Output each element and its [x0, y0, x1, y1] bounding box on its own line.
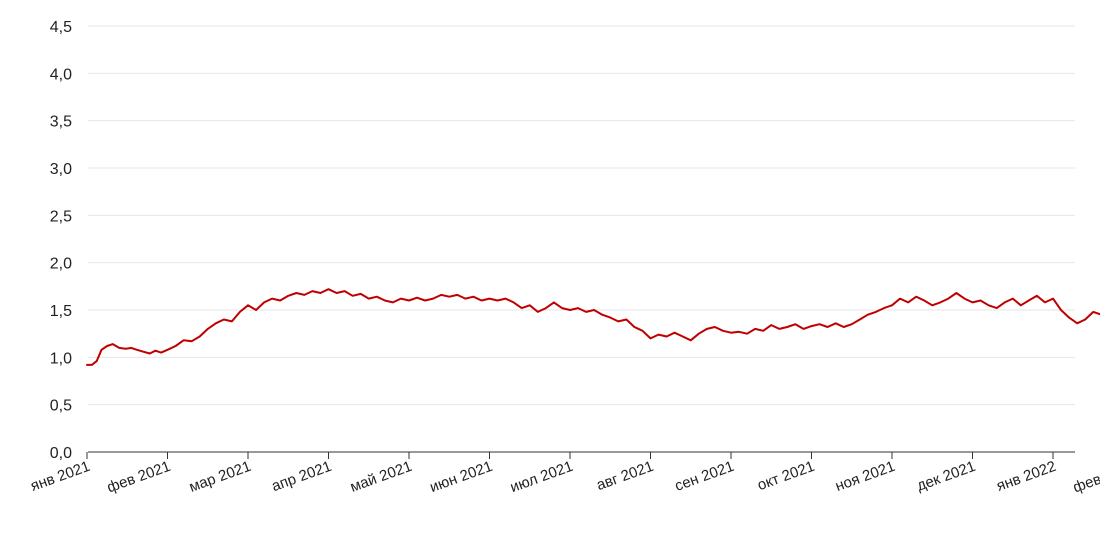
- y-axis-tick-labels: 0,0 0,5 1,0 1,5 2,0 2,5 3,0 3,5 4,0 4,5: [50, 19, 72, 462]
- y-tick-label: 0,0: [50, 445, 72, 462]
- x-tick-label: фев 2021: [105, 458, 173, 497]
- x-tick-label: дек 2021: [915, 458, 978, 495]
- x-tick-label: июл 2021: [508, 458, 575, 496]
- x-tick-label: май 2021: [348, 458, 414, 496]
- y-tick-label: 4,5: [50, 19, 72, 36]
- x-axis-ticks: [86, 452, 1054, 459]
- series-layer: [86, 288, 1100, 366]
- x-tick-label: янв 2021: [28, 458, 92, 495]
- x-tick-label: апр 2021: [269, 458, 333, 495]
- x-tick-label: ноя 2021: [833, 458, 897, 495]
- y-tick-label: 2,5: [50, 208, 72, 225]
- x-tick-label: мар 2021: [187, 458, 253, 496]
- y-tick-label: 4,0: [50, 66, 72, 83]
- x-tick-label: сен 2021: [673, 458, 737, 495]
- x-tick-label: июн 2021: [428, 458, 495, 496]
- x-tick-label: янв 2022: [994, 458, 1058, 495]
- grid-lines: [88, 25, 1075, 406]
- x-tick-label: окт 2021: [755, 458, 817, 494]
- x-tick-label: фев 2022: [1071, 458, 1100, 497]
- series-line: [86, 288, 1100, 366]
- y-tick-label: 1,0: [50, 350, 72, 367]
- x-tick-label: авг 2021: [594, 458, 656, 494]
- y-tick-label: 3,5: [50, 114, 72, 131]
- y-tick-label: 0,5: [50, 398, 72, 415]
- y-tick-label: 2,0: [50, 256, 72, 273]
- y-tick-label: 1,5: [50, 303, 72, 320]
- y-tick-label: 3,0: [50, 161, 72, 178]
- x-axis-tick-labels: янв 2021 фев 2021 мар 2021 апр 2021 май 2021…: [28, 458, 1100, 497]
